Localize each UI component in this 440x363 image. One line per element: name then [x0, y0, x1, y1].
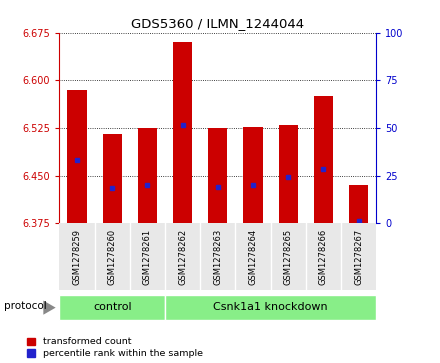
Title: GDS5360 / ILMN_1244044: GDS5360 / ILMN_1244044 — [131, 17, 304, 30]
Bar — [279, 125, 298, 223]
Text: GSM1278261: GSM1278261 — [143, 229, 152, 285]
Bar — [67, 90, 87, 223]
Text: protocol: protocol — [4, 301, 47, 311]
Text: GSM1278259: GSM1278259 — [73, 229, 81, 285]
Text: GSM1278265: GSM1278265 — [284, 229, 293, 285]
Text: GSM1278262: GSM1278262 — [178, 229, 187, 285]
Text: Csnk1a1 knockdown: Csnk1a1 knockdown — [213, 302, 328, 312]
Bar — [138, 128, 157, 223]
Bar — [173, 42, 192, 223]
Bar — [349, 185, 368, 223]
Bar — [59, 295, 165, 320]
Bar — [314, 96, 333, 223]
Text: GSM1278264: GSM1278264 — [249, 229, 257, 285]
Text: GSM1278260: GSM1278260 — [108, 229, 117, 285]
Bar — [208, 128, 227, 223]
Bar — [103, 134, 122, 223]
Text: GSM1278263: GSM1278263 — [213, 229, 222, 285]
Bar — [165, 295, 376, 320]
Legend: transformed count, percentile rank within the sample: transformed count, percentile rank withi… — [27, 338, 203, 358]
Polygon shape — [43, 301, 56, 315]
Bar — [243, 127, 263, 223]
Text: GSM1278266: GSM1278266 — [319, 229, 328, 285]
Text: GSM1278267: GSM1278267 — [354, 229, 363, 285]
Text: control: control — [93, 302, 132, 312]
